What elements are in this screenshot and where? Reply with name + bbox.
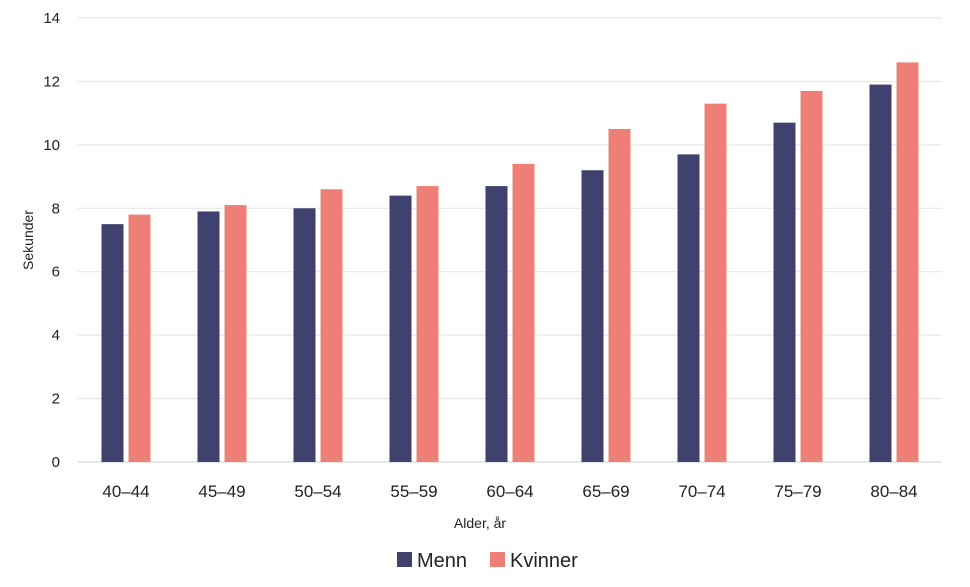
bar-kvinner-45–49 [224, 205, 247, 462]
bar-menn-75–79 [773, 122, 796, 463]
x-tick-label: 50–54 [294, 482, 341, 501]
bars [101, 62, 919, 463]
bar-kvinner-70–74 [704, 103, 727, 462]
y-tick-label: 4 [52, 327, 60, 344]
y-tick-label: 8 [52, 200, 60, 217]
bar-menn-40–44 [101, 224, 124, 462]
y-tick-label: 10 [43, 137, 60, 154]
gridlines [78, 17, 942, 463]
bar-kvinner-55–59 [416, 186, 439, 463]
x-tick-label: 55–59 [390, 482, 437, 501]
legend-label-menn: Menn [417, 550, 467, 572]
bar-kvinner-80–84 [896, 62, 919, 463]
legend-label-kvinner: Kvinner [510, 550, 578, 572]
bar-menn-70–74 [677, 154, 700, 462]
y-tick-label: 2 [52, 391, 60, 408]
bar-kvinner-40–44 [128, 214, 151, 462]
bar-kvinner-65–69 [608, 129, 631, 462]
x-tick-label: 65–69 [582, 482, 629, 501]
bar-menn-60–64 [485, 186, 508, 463]
bar-menn-50–54 [293, 208, 316, 462]
x-tick-label: 60–64 [486, 482, 533, 501]
bar-menn-55–59 [389, 195, 412, 462]
x-tick-label: 75–79 [774, 482, 821, 501]
legend-swatch-kvinner [490, 552, 505, 567]
bar-kvinner-50–54 [320, 189, 343, 462]
bar-kvinner-60–64 [512, 163, 535, 462]
y-tick-label: 12 [43, 73, 60, 90]
x-tick-label: 70–74 [678, 482, 725, 501]
y-axis-title: Sekunder [20, 210, 36, 270]
bar-menn-65–69 [581, 170, 604, 462]
legend-swatch-menn [397, 552, 412, 567]
x-tick-label: 40–44 [102, 482, 149, 501]
x-axis-title: Alder, år [454, 515, 506, 531]
legend: Menn Kvinner [397, 550, 578, 572]
x-tick-label: 80–84 [870, 482, 917, 501]
y-tick-label: 6 [52, 264, 60, 281]
y-axis-ticks: 0 2 4 6 8 10 12 14 [43, 10, 60, 471]
bar-menn-80–84 [869, 84, 892, 462]
y-tick-label: 0 [52, 454, 60, 471]
x-tick-label: 45–49 [198, 482, 245, 501]
bar-kvinner-75–79 [800, 90, 823, 462]
y-tick-label: 14 [43, 10, 60, 27]
bar-menn-45–49 [197, 211, 220, 462]
x-axis-categories: 40–44 45–49 50–54 55–59 60–64 65–69 70–74 75–79… [102, 482, 917, 501]
